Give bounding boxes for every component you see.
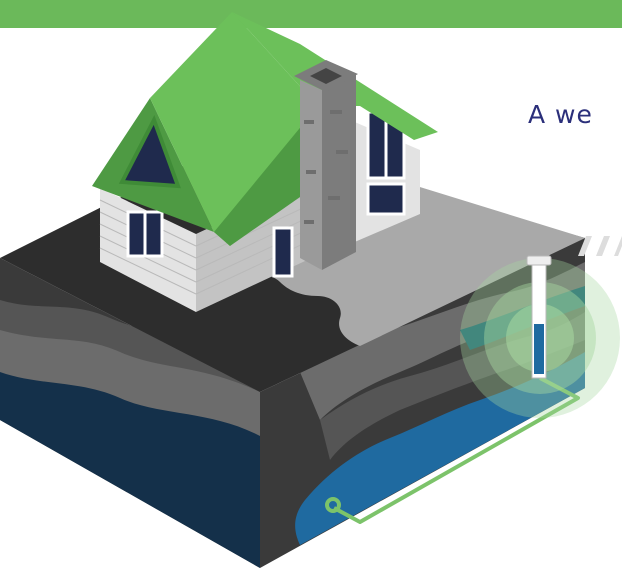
diagram-caption: A we [528, 100, 593, 129]
soil-stratum-right-1 [300, 262, 585, 420]
well-cap [526, 255, 552, 266]
soil-stratum-left-2 [0, 330, 260, 440]
well-water-column [534, 324, 544, 374]
aquifer-left [0, 372, 260, 568]
top-banner [0, 0, 622, 28]
pump-icon [325, 497, 341, 513]
water-line-icon [333, 376, 580, 524]
chimney-icon [294, 60, 358, 270]
door-front [272, 226, 294, 278]
house-wall-front [196, 176, 320, 312]
roof-gable-window [118, 115, 181, 189]
roof-main [150, 12, 318, 246]
window-right-lower [366, 182, 406, 216]
house-icon [92, 12, 438, 312]
caption-dashes [578, 236, 622, 256]
well-pipe-icon [460, 255, 620, 418]
aquifer-right [295, 352, 585, 545]
